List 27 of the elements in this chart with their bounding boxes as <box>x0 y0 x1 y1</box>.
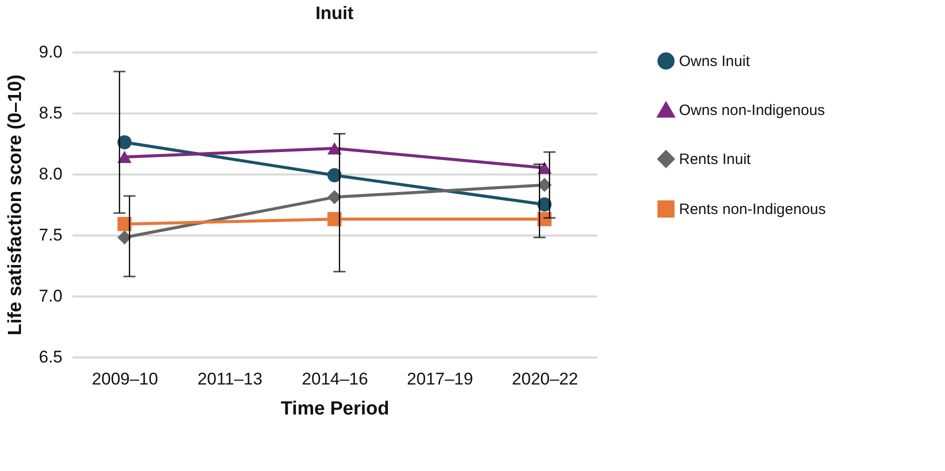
point <box>327 190 342 204</box>
point <box>327 142 342 155</box>
chart-title: Inuit <box>316 3 354 23</box>
legend-label: Rents non-Indigenous <box>679 201 826 218</box>
point <box>117 150 132 164</box>
legend-label: Owns non-Indigenous <box>679 102 825 119</box>
point <box>327 212 342 226</box>
point <box>117 230 132 245</box>
x-tick-label: 2020–22 <box>512 370 578 388</box>
point <box>537 178 552 192</box>
y-tick-label: 9.0 <box>38 42 62 62</box>
point <box>117 135 132 150</box>
y-axis-title: Life satisfaction score (0–10) <box>4 74 26 336</box>
x-axis-title: Time Period <box>280 398 390 420</box>
y-tick-label: 7.0 <box>38 286 62 306</box>
point <box>117 216 132 232</box>
point <box>327 168 342 182</box>
x-tick-label: 2017–19 <box>406 370 474 388</box>
y-tick-label: 6.5 <box>38 348 62 366</box>
legend-label: Rents Inuit <box>679 151 752 168</box>
x-tick-label: 2014–16 <box>302 370 368 388</box>
y-tick-label: 7.5 <box>38 226 62 244</box>
legend-label: Owns Inuit <box>679 53 751 70</box>
x-tick-label: 2009–10 <box>92 370 158 388</box>
y-tick-label: 8.5 <box>38 104 62 122</box>
x-tick-label: 2011–13 <box>198 370 262 388</box>
y-tick-label: 8.0 <box>38 164 62 184</box>
